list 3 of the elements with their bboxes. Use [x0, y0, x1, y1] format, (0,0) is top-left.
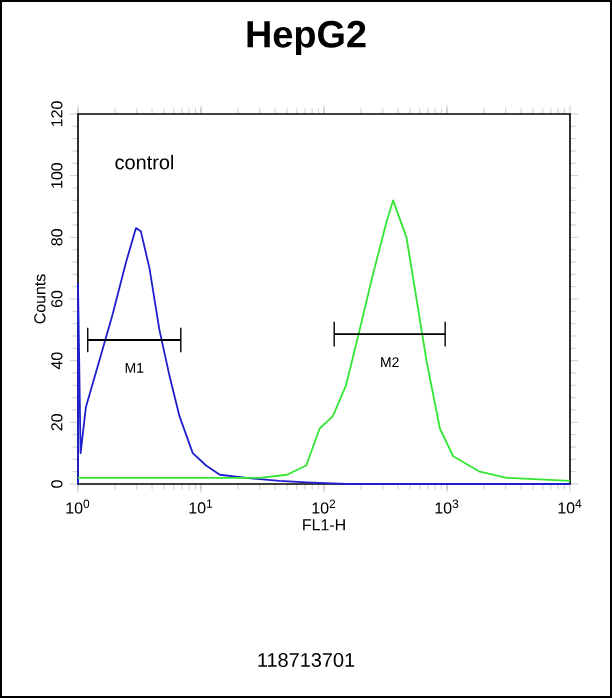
chart-title: HepG2	[247, 20, 366, 56]
text: 118713701	[258, 652, 355, 668]
annotation: control	[115, 154, 174, 170]
